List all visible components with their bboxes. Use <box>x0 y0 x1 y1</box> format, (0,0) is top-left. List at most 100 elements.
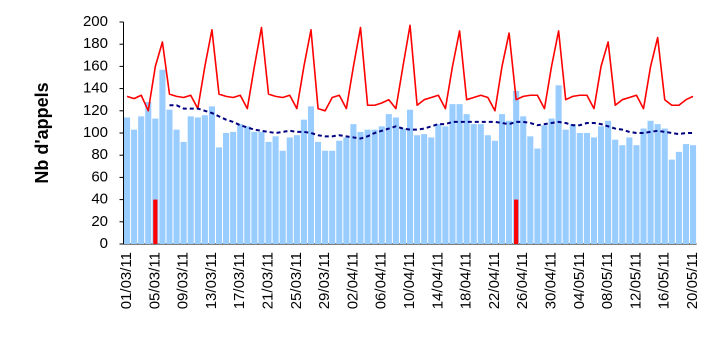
bar <box>329 150 336 244</box>
bar <box>237 124 244 244</box>
bar <box>123 117 131 244</box>
bar <box>633 145 640 244</box>
bar <box>689 145 697 244</box>
bar <box>661 128 668 244</box>
bar <box>576 133 583 244</box>
y-tick-label: 0 <box>100 235 108 252</box>
x-tick-label: 10/04/11 <box>401 252 418 309</box>
y-tick-label: 20 <box>91 213 108 230</box>
bar <box>307 106 315 244</box>
x-tick-label: 30/04/11 <box>543 252 560 309</box>
bar <box>498 114 506 244</box>
x-tick-label: 12/05/11 <box>627 252 644 309</box>
bar <box>569 124 576 244</box>
bar <box>682 144 690 244</box>
bar <box>194 117 201 244</box>
x-tick-label: 08/05/11 <box>599 252 616 309</box>
y-tick-label: 60 <box>91 168 108 185</box>
bar <box>548 118 555 244</box>
bar <box>477 124 484 244</box>
bar <box>520 116 527 244</box>
dashed-line <box>169 104 694 140</box>
bar <box>555 85 562 245</box>
bar <box>159 69 166 244</box>
bar <box>513 90 520 244</box>
bar <box>208 106 215 244</box>
x-tick-label: 18/04/11 <box>458 252 475 309</box>
bar <box>484 135 491 244</box>
bar <box>223 133 230 244</box>
bar <box>166 109 173 244</box>
bar <box>598 126 605 244</box>
bar <box>138 116 145 244</box>
bar <box>180 141 187 244</box>
bar <box>244 126 251 244</box>
bar <box>399 128 407 244</box>
bar <box>272 136 279 244</box>
x-tick-label: 25/03/11 <box>288 252 305 309</box>
bar <box>583 133 590 244</box>
bar <box>131 129 138 244</box>
bar <box>315 141 322 244</box>
bar <box>336 140 343 244</box>
x-tick-label: 26/04/11 <box>514 252 531 309</box>
bar <box>322 150 329 244</box>
bar <box>201 115 208 245</box>
bar <box>428 137 435 244</box>
bar <box>470 124 477 244</box>
bar <box>406 109 414 244</box>
bar <box>626 137 633 244</box>
y-tick-label: 160 <box>83 57 108 74</box>
x-tick-label: 04/05/11 <box>571 252 588 309</box>
bar <box>421 134 428 244</box>
bar <box>640 128 647 244</box>
bar <box>343 137 350 244</box>
y-tick-label: 120 <box>83 102 108 119</box>
x-tick-label: 21/03/11 <box>260 252 277 309</box>
x-tick-label: 22/04/11 <box>486 252 503 309</box>
bar <box>357 131 364 244</box>
bar <box>300 119 307 244</box>
bar <box>456 104 463 244</box>
bar <box>371 129 378 244</box>
x-tick-label: 05/03/11 <box>146 252 163 309</box>
bar <box>562 129 569 244</box>
bar <box>279 150 286 244</box>
bar <box>605 120 612 244</box>
bar <box>152 118 159 244</box>
x-tick-label: 29/03/11 <box>316 252 333 309</box>
x-tick-label: 20/05/11 <box>684 252 701 309</box>
bar <box>173 129 180 244</box>
bar <box>435 124 442 244</box>
y-tick-label: 140 <box>83 80 108 97</box>
bar <box>215 147 223 244</box>
bar <box>153 199 158 244</box>
x-tick-label: 17/03/11 <box>231 252 248 309</box>
bar <box>293 135 300 244</box>
bar <box>491 140 498 244</box>
bar <box>251 131 258 244</box>
y-tick-label: 200 <box>83 13 108 30</box>
line <box>126 24 694 112</box>
bar <box>527 136 534 244</box>
x-tick-label: 01/03/11 <box>118 252 135 309</box>
bar <box>364 129 371 244</box>
x-tick-label: 14/04/11 <box>429 252 446 309</box>
bar <box>392 117 399 244</box>
y-tick-label: 80 <box>91 146 108 163</box>
bar <box>668 159 675 244</box>
y-tick-label: 100 <box>83 124 108 141</box>
bar <box>350 124 357 244</box>
bar <box>654 124 661 244</box>
x-tick-label: 02/04/11 <box>344 252 361 309</box>
bar <box>534 148 541 244</box>
bar <box>145 101 152 244</box>
bar <box>541 125 548 244</box>
bar <box>265 141 272 244</box>
bar <box>612 139 619 244</box>
bar <box>449 104 456 244</box>
bar <box>385 114 392 244</box>
bar <box>442 126 449 244</box>
y-tick-label: 40 <box>91 191 108 208</box>
